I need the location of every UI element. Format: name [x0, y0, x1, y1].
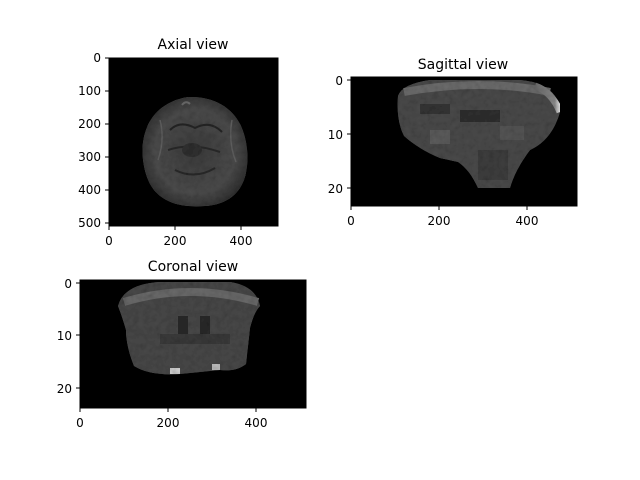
x-axis-axial: 0 200 400 [105, 226, 252, 248]
tick-label: 200 [157, 416, 180, 430]
tick-label: 0 [64, 277, 72, 291]
panel-title: Coronal view [148, 259, 238, 275]
tick-label: 200 [428, 214, 451, 228]
tick-label: 200 [78, 117, 101, 131]
tick-label: 200 [164, 234, 187, 248]
tick-label: 0 [335, 74, 343, 88]
tick-label: 500 [78, 216, 101, 230]
panel-title: Sagittal view [418, 57, 508, 73]
tick-label: 400 [78, 183, 101, 197]
tick-label: 400 [516, 214, 539, 228]
x-axis-coronal: 0 200 400 [76, 408, 267, 430]
x-axis-sagittal: 0 200 400 [347, 206, 538, 228]
tick-label: 0 [93, 51, 101, 65]
y-axis-coronal: 0 10 20 [57, 277, 80, 396]
image-axial [109, 58, 278, 226]
tick-label: 100 [78, 84, 101, 98]
tick-label: 0 [347, 214, 355, 228]
tick-label: 400 [230, 234, 253, 248]
tick-label: 300 [78, 150, 101, 164]
tick-label: 20 [57, 382, 72, 396]
panel-axial: Axial view 0 200 400 [78, 37, 279, 248]
panel-sagittal: Sagittal view 0 200 400 [328, 57, 578, 228]
tick-label: 400 [245, 416, 268, 430]
tick-label: 20 [328, 182, 343, 196]
panel-title: Axial view [158, 37, 229, 53]
tick-label: 0 [105, 234, 113, 248]
tick-label: 0 [76, 416, 84, 430]
y-axis-axial: 0 100 200 300 400 500 [78, 51, 109, 230]
tick-label: 10 [328, 128, 343, 142]
panel-coronal: Coronal view 0 200 400 0 [57, 259, 307, 430]
image-sagittal [351, 77, 577, 206]
image-coronal [80, 280, 306, 408]
tick-label: 10 [57, 329, 72, 343]
y-axis-sagittal: 0 10 20 [328, 74, 351, 196]
